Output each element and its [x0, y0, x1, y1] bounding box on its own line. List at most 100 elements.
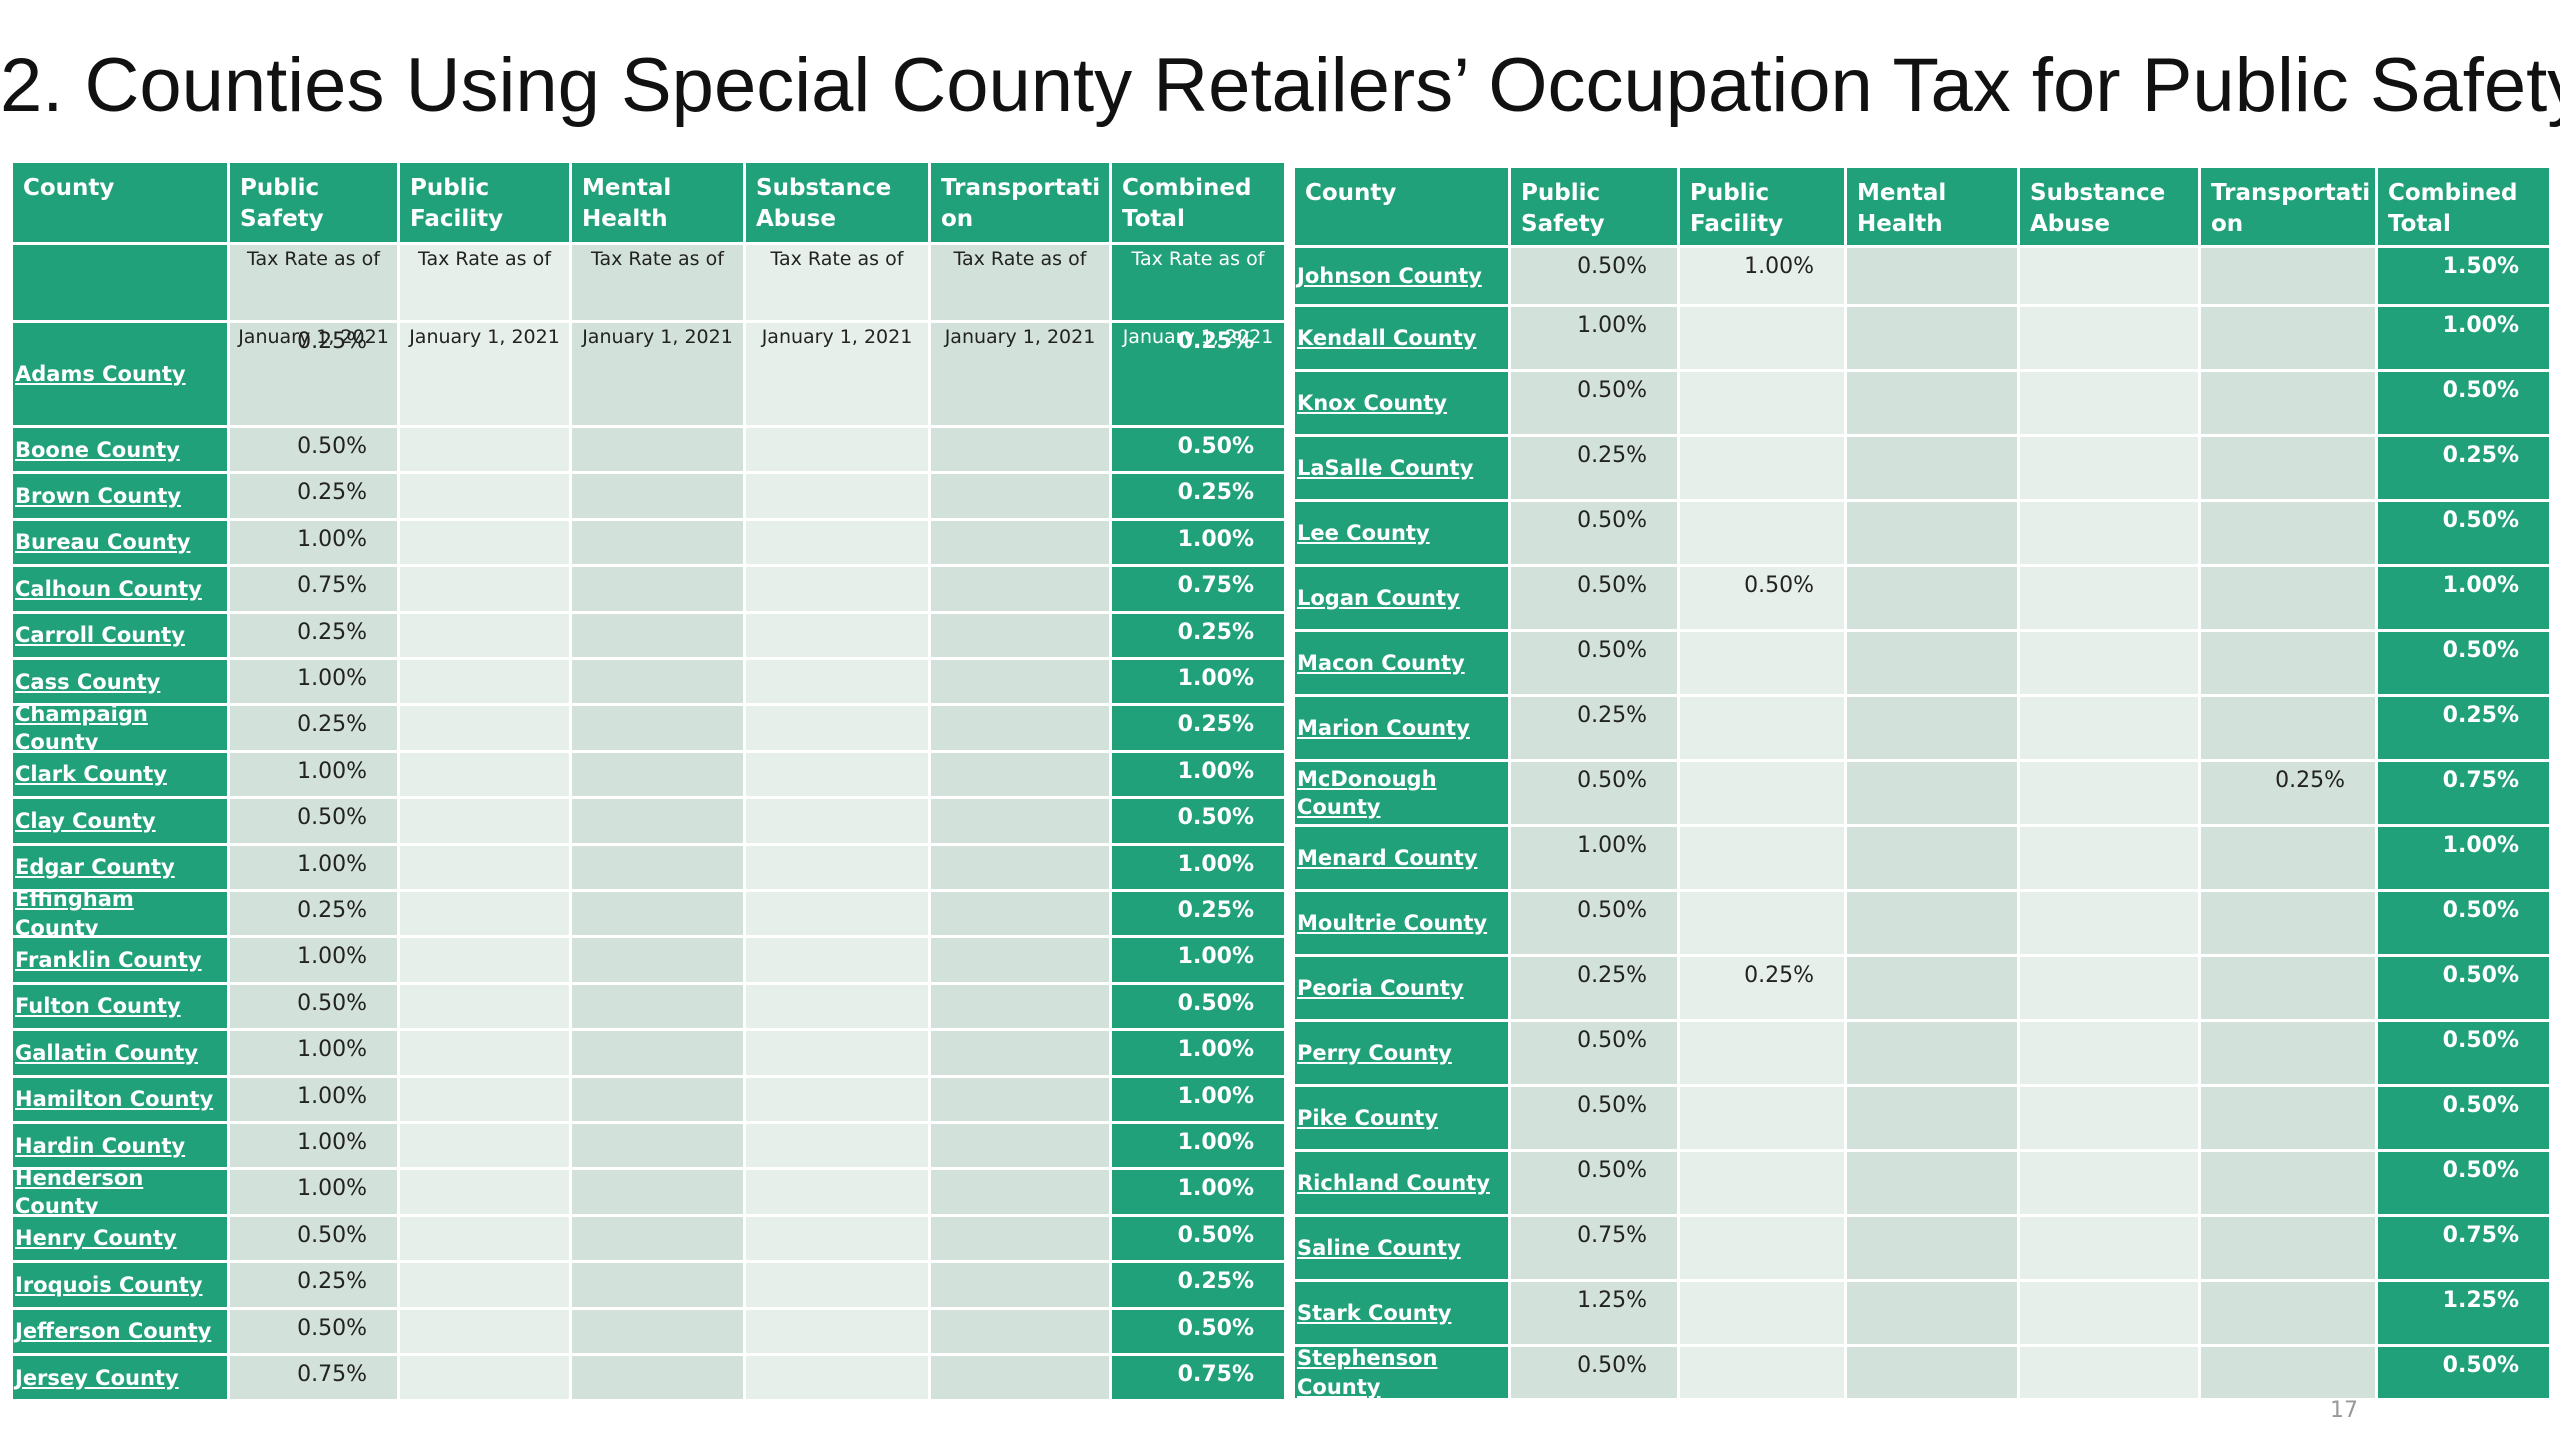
rate-cell — [400, 1309, 572, 1356]
county-link[interactable]: Perry County — [1295, 1022, 1511, 1087]
county-link[interactable]: Jefferson County — [13, 1309, 230, 1356]
rate-cell: 0.50% — [1680, 567, 1847, 632]
rate-cell — [931, 752, 1112, 800]
county-link[interactable]: Adams County — [13, 323, 230, 428]
rate-cell — [931, 1356, 1112, 1403]
county-link[interactable]: Lee County — [1295, 502, 1511, 567]
rate-cell: 0.25% — [1680, 957, 1847, 1022]
subheader-cell: Tax Rate as of — [931, 245, 1112, 323]
rate-cell — [2201, 1087, 2378, 1152]
rate-cell: 0.75% — [2378, 1217, 2552, 1282]
rate-cell: 0.50% — [1112, 1309, 1287, 1356]
county-link[interactable]: Knox County — [1295, 372, 1511, 437]
rate-cell: 0.50% — [1511, 1087, 1680, 1152]
county-link[interactable]: Brown County — [13, 474, 230, 521]
rate-cell — [572, 520, 746, 568]
rate-cell — [1847, 632, 2020, 697]
rate-cell: 1.00% — [2378, 307, 2552, 372]
county-link[interactable]: Franklin County — [13, 938, 230, 985]
county-link[interactable]: Marion County — [1295, 697, 1511, 762]
county-link[interactable]: Menard County — [1295, 827, 1511, 892]
county-link[interactable]: Pike County — [1295, 1087, 1511, 1152]
rate-cell: 1.00% — [230, 660, 400, 707]
rate-cell — [572, 799, 746, 846]
rate-cell — [2020, 567, 2201, 632]
rate-cell — [2020, 762, 2201, 827]
rate-cell — [572, 1031, 746, 1078]
county-link[interactable]: Calhoun County — [13, 567, 230, 614]
rate-cell — [746, 1263, 931, 1310]
county-link[interactable]: Boone County — [13, 428, 230, 475]
county-link[interactable]: Stark County — [1295, 1282, 1511, 1347]
header-cell: Transportati on — [2201, 168, 2378, 248]
subheader-cell: Tax Rate as of — [746, 245, 931, 323]
county-link[interactable]: Hardin County — [13, 1124, 230, 1171]
county-link[interactable]: McDonough County — [1295, 762, 1511, 827]
county-link[interactable]: Henry County — [13, 1216, 230, 1264]
rate-cell — [1847, 1282, 2020, 1347]
rate-cell — [400, 938, 572, 985]
rate-cell: 1.00% — [1511, 827, 1680, 892]
rate-cell — [931, 474, 1112, 521]
rate-cell: 1.50% — [2378, 248, 2552, 307]
rate-cell: 0.50% — [2378, 1087, 2552, 1152]
county-link[interactable]: Henderson County — [13, 1170, 230, 1217]
county-link[interactable]: Macon County — [1295, 632, 1511, 697]
county-link[interactable]: Clay County — [13, 799, 230, 846]
county-link[interactable]: Saline County — [1295, 1217, 1511, 1282]
county-link[interactable]: Gallatin County — [13, 1031, 230, 1078]
rate-cell — [1680, 1152, 1847, 1217]
county-link[interactable]: Moultrie County — [1295, 892, 1511, 957]
rate-cell — [572, 1263, 746, 1310]
rate-cell — [746, 1356, 931, 1403]
county-link[interactable]: Logan County — [1295, 567, 1511, 632]
rate-cell: 0.25% — [230, 323, 400, 428]
rate-cell: 1.00% — [230, 1031, 400, 1078]
county-link[interactable]: Peoria County — [1295, 957, 1511, 1022]
rate-cell — [1680, 502, 1847, 567]
rate-cell: 1.00% — [230, 752, 400, 800]
county-link[interactable]: Champaign County — [13, 706, 230, 753]
rate-cell — [2201, 1347, 2378, 1401]
county-link[interactable]: Iroquois County — [13, 1263, 230, 1310]
header-cell: Mental Health — [572, 163, 746, 245]
rate-cell: 0.50% — [2378, 502, 2552, 567]
rate-cell: 0.25% — [230, 706, 400, 753]
county-link[interactable]: Carroll County — [13, 613, 230, 660]
rate-cell: 0.25% — [2378, 697, 2552, 762]
rate-cell — [1680, 307, 1847, 372]
rate-cell — [746, 474, 931, 521]
rate-cell — [400, 474, 572, 521]
header-cell: County — [1295, 168, 1511, 248]
date-cell: January 1, 2021 — [746, 323, 931, 351]
rate-cell: 0.50% — [1511, 567, 1680, 632]
rate-cell — [2020, 1022, 2201, 1087]
county-link[interactable]: Jersey County — [13, 1356, 230, 1403]
rate-cell — [746, 1309, 931, 1356]
county-link[interactable]: Clark County — [13, 752, 230, 800]
rate-cell — [2201, 1282, 2378, 1347]
subheader-cell: Tax Rate as of — [1112, 245, 1287, 323]
county-link[interactable]: LaSalle County — [1295, 437, 1511, 502]
rate-cell — [2020, 1087, 2201, 1152]
header-cell: Public Facility — [1680, 168, 1847, 248]
county-link[interactable]: Stephenson County — [1295, 1347, 1511, 1401]
rate-cell: 1.00% — [1112, 1124, 1287, 1171]
rate-cell — [400, 323, 572, 428]
rate-cell: 1.00% — [230, 520, 400, 568]
county-link[interactable]: Kendall County — [1295, 307, 1511, 372]
rate-cell: 0.25% — [230, 1263, 400, 1310]
county-link[interactable]: Fulton County — [13, 984, 230, 1032]
county-link[interactable]: Hamilton County — [13, 1077, 230, 1124]
rate-cell — [746, 1031, 931, 1078]
rate-cell — [2020, 697, 2201, 762]
rate-cell — [2020, 1347, 2201, 1401]
county-link[interactable]: Richland County — [1295, 1152, 1511, 1217]
county-link[interactable]: Cass County — [13, 660, 230, 707]
county-link[interactable]: Bureau County — [13, 520, 230, 568]
rate-cell — [1847, 762, 2020, 827]
county-link[interactable]: Edgar County — [13, 845, 230, 892]
county-link[interactable]: Johnson County — [1295, 248, 1511, 307]
county-link[interactable]: Effingham County — [13, 892, 230, 939]
rate-cell — [746, 892, 931, 939]
